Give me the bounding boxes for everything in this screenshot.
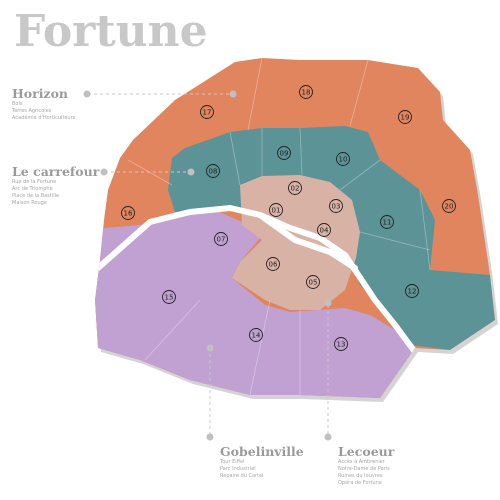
carrefour-leader-dot (100, 168, 108, 176)
district-label: 02 (291, 185, 300, 193)
horizon-anchor-dot (229, 90, 237, 98)
legend-item: Tour Eiffel (220, 459, 245, 465)
legend-item: Rue de la Fortune (12, 179, 57, 185)
district-marker-ring (269, 203, 283, 217)
district-marker-ring (214, 232, 228, 246)
district-marker-02[interactable]: 02 (288, 181, 302, 195)
legend-item: Bois (12, 101, 23, 107)
legend-item: Parc Industriel (220, 466, 256, 472)
district-label: 16 (124, 210, 133, 218)
district-label: 17 (203, 109, 212, 117)
district-label: 01 (272, 207, 281, 215)
district-marker-17[interactable]: 17 (200, 105, 214, 119)
district-label: 13 (337, 341, 346, 349)
district-marker-16[interactable]: 16 (121, 206, 135, 220)
district-label: 11 (383, 219, 392, 227)
district-marker-ring (306, 275, 320, 289)
district-marker-ring (206, 164, 220, 178)
district-marker-ring (266, 257, 280, 271)
legend-horizon-title: Horizon (12, 86, 69, 101)
district-marker-06[interactable]: 06 (266, 257, 280, 271)
district-marker-ring (288, 181, 302, 195)
district-marker-ring (162, 290, 176, 304)
legend-lecoeur: Lecoeur Accès à Ambrenier Notre-Dame de … (338, 444, 394, 487)
district-marker-10[interactable]: 10 (336, 152, 350, 166)
district-marker-03[interactable]: 03 (329, 199, 343, 213)
district-label: 09 (280, 150, 289, 158)
district-marker-15[interactable]: 15 (162, 290, 176, 304)
district-marker-19[interactable]: 19 (398, 110, 412, 124)
district-marker-20[interactable]: 20 (442, 199, 456, 213)
district-marker-ring (249, 328, 263, 342)
gobelinville-leader-dot (206, 433, 214, 441)
district-marker-13[interactable]: 13 (334, 337, 348, 351)
legend-item: Place de la Bastille (12, 193, 60, 199)
district-marker-04[interactable]: 04 (317, 223, 331, 237)
district-marker-ring (200, 105, 214, 119)
district-marker-ring (277, 146, 291, 160)
legend-item: Accès à Ambrenier (338, 459, 385, 465)
legend-gobelinville: Gobelinville Tour Eiffel Parc Industriel… (220, 444, 304, 480)
legend-item: Terres Agricoles (12, 108, 52, 114)
district-label: 07 (217, 236, 226, 244)
zone-gobelinville-area[interactable] (80, 210, 420, 410)
district-label: 05 (309, 279, 318, 287)
district-marker-08[interactable]: 08 (206, 164, 220, 178)
map-title: Fortune (14, 6, 208, 57)
legend-gobelinville-title: Gobelinville (220, 444, 304, 459)
district-marker-ring (336, 152, 350, 166)
district-marker-ring (442, 199, 456, 213)
district-marker-09[interactable]: 09 (277, 146, 291, 160)
legend-item: Repaire du Cartel (220, 473, 264, 479)
legend-item: Opéra de Fortune (338, 480, 382, 486)
gobelinville-anchor-dot (206, 344, 214, 352)
district-marker-14[interactable]: 14 (249, 328, 263, 342)
district-label: 06 (269, 261, 278, 269)
district-label: 18 (302, 89, 311, 97)
district-label: 15 (165, 294, 174, 302)
legend-lecoeur-title: Lecoeur (338, 444, 395, 459)
district-marker-01[interactable]: 01 (269, 203, 283, 217)
district-marker-12[interactable]: 12 (405, 284, 419, 298)
district-label: 03 (332, 203, 341, 211)
lecoeur-leader-dot (324, 433, 332, 441)
district-marker-ring (121, 206, 135, 220)
legend-item: Notre-Dame de Paris (338, 466, 390, 472)
district-label: 10 (339, 156, 348, 164)
legend-item: Maison Rouge (12, 200, 47, 206)
district-label: 14 (252, 332, 261, 340)
district-marker-ring (380, 215, 394, 229)
district-marker-ring (329, 199, 343, 213)
district-marker-ring (398, 110, 412, 124)
district-label: 20 (445, 203, 454, 211)
district-marker-ring (405, 284, 419, 298)
district-marker-ring (299, 85, 313, 99)
district-marker-07[interactable]: 07 (214, 232, 228, 246)
river (95, 204, 418, 355)
district-label: 08 (209, 168, 218, 176)
district-marker-ring (317, 223, 331, 237)
legend-horizon: Horizon Bois Terres Agricoles Académie d… (12, 86, 75, 122)
district-label: 04 (320, 227, 329, 235)
district-marker-ring (334, 337, 348, 351)
legend-carrefour: Le carrefour Rue de la Fortune Arc de Tr… (12, 164, 99, 207)
district-label: 19 (401, 114, 410, 122)
legend-item: Ruines du louvres (338, 473, 383, 479)
legend-item: Académie d'Horticulteurs (12, 115, 76, 121)
carrefour-anchor-dot (187, 168, 195, 176)
horizon-leader-dot (83, 90, 91, 98)
legend-carrefour-title: Le carrefour (12, 164, 100, 179)
legend-item: Arc de Triomphe (12, 186, 53, 192)
district-marker-05[interactable]: 05 (306, 275, 320, 289)
district-label: 12 (408, 288, 417, 296)
lecoeur-anchor-dot (324, 299, 332, 307)
district-marker-18[interactable]: 18 (299, 85, 313, 99)
district-marker-11[interactable]: 11 (380, 215, 394, 229)
